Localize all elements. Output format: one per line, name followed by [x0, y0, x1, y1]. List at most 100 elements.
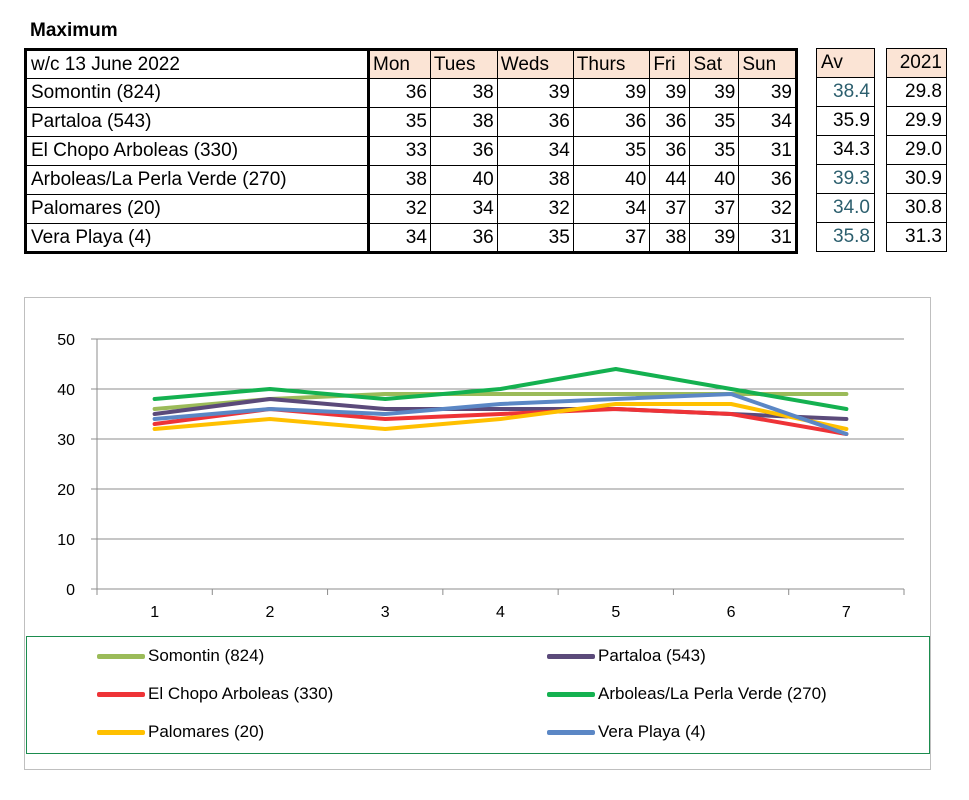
y-tick-label: 50	[57, 332, 75, 349]
temp-cell: 38	[429, 78, 498, 108]
previous-year-cell: 29.8	[886, 77, 947, 107]
temp-cell: 36	[367, 78, 431, 108]
temp-cell: 31	[738, 136, 798, 166]
y-tick-label: 20	[57, 482, 75, 499]
x-tick-label: 4	[496, 604, 505, 621]
previous-year-cell: 29.9	[886, 106, 947, 136]
temp-cell: 37	[572, 223, 651, 254]
average-table: Av 38.4 35.9 34.3 39.3 34.0 35.8	[816, 48, 875, 252]
temp-cell: 39	[496, 78, 574, 108]
temp-cell: 34	[496, 136, 574, 166]
table-row: El Chopo Arboleas (330) 33 36 34 35 36 3…	[24, 136, 798, 166]
temp-cell: 35	[689, 136, 740, 166]
average-cell: 39.3	[816, 164, 875, 194]
series-line	[152, 392, 849, 436]
previous-year-cell: 30.8	[886, 193, 947, 223]
temp-cell: 39	[689, 78, 740, 108]
average-cell: 34.3	[816, 135, 875, 165]
legend-label: Partaloa (543)	[598, 646, 706, 665]
temp-cell: 35	[689, 107, 740, 137]
x-tick-label: 2	[265, 604, 274, 621]
previous-year-cell: 30.9	[886, 164, 947, 194]
day-header: Fri	[649, 48, 691, 79]
table-header-row: w/c 13 June 2022 Mon Tues Weds Thurs Fri…	[24, 48, 798, 79]
temp-cell: 40	[572, 165, 651, 195]
station-name: Vera Playa (4)	[24, 223, 369, 254]
average-cell: 34.0	[816, 193, 875, 223]
day-header: Tues	[429, 48, 498, 79]
x-tick-label: 5	[611, 604, 620, 621]
table-row: Somontin (824) 36 38 39 39 39 39 39	[24, 78, 798, 108]
series-line	[152, 367, 849, 411]
temp-cell: 34	[738, 107, 798, 137]
chart-area: 0 10 20 30 40 50 1 2 3 4 5 6 7	[24, 297, 931, 770]
x-tick-label: 7	[842, 604, 851, 621]
y-tick-label: 40	[57, 382, 75, 399]
day-header: Mon	[367, 48, 431, 79]
temp-cell: 38	[429, 107, 498, 137]
temp-cell: 35	[572, 136, 651, 166]
temp-cell: 31	[738, 223, 798, 254]
temperature-table: w/c 13 June 2022 Mon Tues Weds Thurs Fri…	[24, 48, 798, 254]
table-row: Partaloa (543) 35 38 36 36 36 35 34	[24, 107, 798, 137]
table-row: Arboleas/La Perla Verde (270) 38 40 38 4…	[24, 165, 798, 195]
legend-item: Partaloa (543)	[547, 645, 706, 667]
temp-cell: 36	[496, 107, 574, 137]
average-cell: 35.9	[816, 106, 875, 136]
temp-cell: 38	[367, 165, 431, 195]
legend-item: Vera Playa (4)	[547, 721, 706, 743]
temp-cell: 40	[429, 165, 498, 195]
temp-cell: 36	[649, 107, 691, 137]
temp-cell: 32	[367, 194, 431, 224]
temp-cell: 37	[649, 194, 691, 224]
temp-cell: 32	[496, 194, 574, 224]
day-header: Thurs	[572, 48, 651, 79]
day-header: Sat	[689, 48, 740, 79]
x-tick-label: 6	[727, 604, 736, 621]
legend-label: Arboleas/La Perla Verde (270)	[598, 684, 827, 703]
line-chart: 0 10 20 30 40 50 1 2 3 4 5 6 7	[57, 332, 905, 621]
average-cell: 35.8	[816, 222, 875, 252]
temp-cell: 44	[649, 165, 691, 195]
previous-year-table: 2021 29.8 29.9 29.0 30.9 30.8 31.3	[886, 48, 947, 252]
temp-cell: 34	[367, 223, 431, 254]
temp-cell: 35	[496, 223, 574, 254]
average-header: Av	[816, 48, 875, 78]
temp-cell: 36	[572, 107, 651, 137]
temp-cell: 40	[689, 165, 740, 195]
chart-legend: Somontin (824) Partaloa (543) El Chopo Arb…	[26, 636, 930, 754]
previous-year-cell: 31.3	[886, 222, 947, 252]
legend-swatch	[547, 691, 595, 697]
station-name: Arboleas/La Perla Verde (270)	[24, 165, 369, 195]
y-tick-label: 30	[57, 432, 75, 449]
legend-item: Palomares (20)	[97, 721, 264, 743]
x-tick-label: 3	[381, 604, 390, 621]
week-label: w/c 13 June 2022	[24, 48, 369, 79]
previous-year-cell: 29.0	[886, 135, 947, 165]
legend-item: El Chopo Arboleas (330)	[97, 683, 333, 705]
table-row: Vera Playa (4) 34 36 35 37 38 39 31	[24, 223, 798, 254]
temp-cell: 36	[429, 223, 498, 254]
temp-cell: 36	[738, 165, 798, 195]
legend-swatch	[97, 653, 145, 659]
series-line	[152, 402, 849, 431]
legend-label: Palomares (20)	[148, 722, 265, 741]
legend-label: Vera Playa (4)	[598, 722, 706, 741]
station-name: El Chopo Arboleas (330)	[24, 136, 369, 166]
temp-cell: 33	[367, 136, 431, 166]
x-tick-label: 1	[150, 604, 159, 621]
legend-swatch	[547, 653, 595, 659]
y-tick-label: 0	[66, 582, 75, 599]
temp-cell: 39	[572, 78, 651, 108]
day-header: Weds	[496, 48, 574, 79]
legend-item: Somontin (824)	[97, 645, 264, 667]
temp-cell: 37	[689, 194, 740, 224]
station-name: Partaloa (543)	[24, 107, 369, 137]
temp-cell: 34	[429, 194, 498, 224]
day-header: Sun	[738, 48, 798, 79]
temp-cell: 38	[496, 165, 574, 195]
station-name: Palomares (20)	[24, 194, 369, 224]
table-row: Palomares (20) 32 34 32 34 37 37 32	[24, 194, 798, 224]
station-name: Somontin (824)	[24, 78, 369, 108]
temp-cell: 38	[649, 223, 691, 254]
